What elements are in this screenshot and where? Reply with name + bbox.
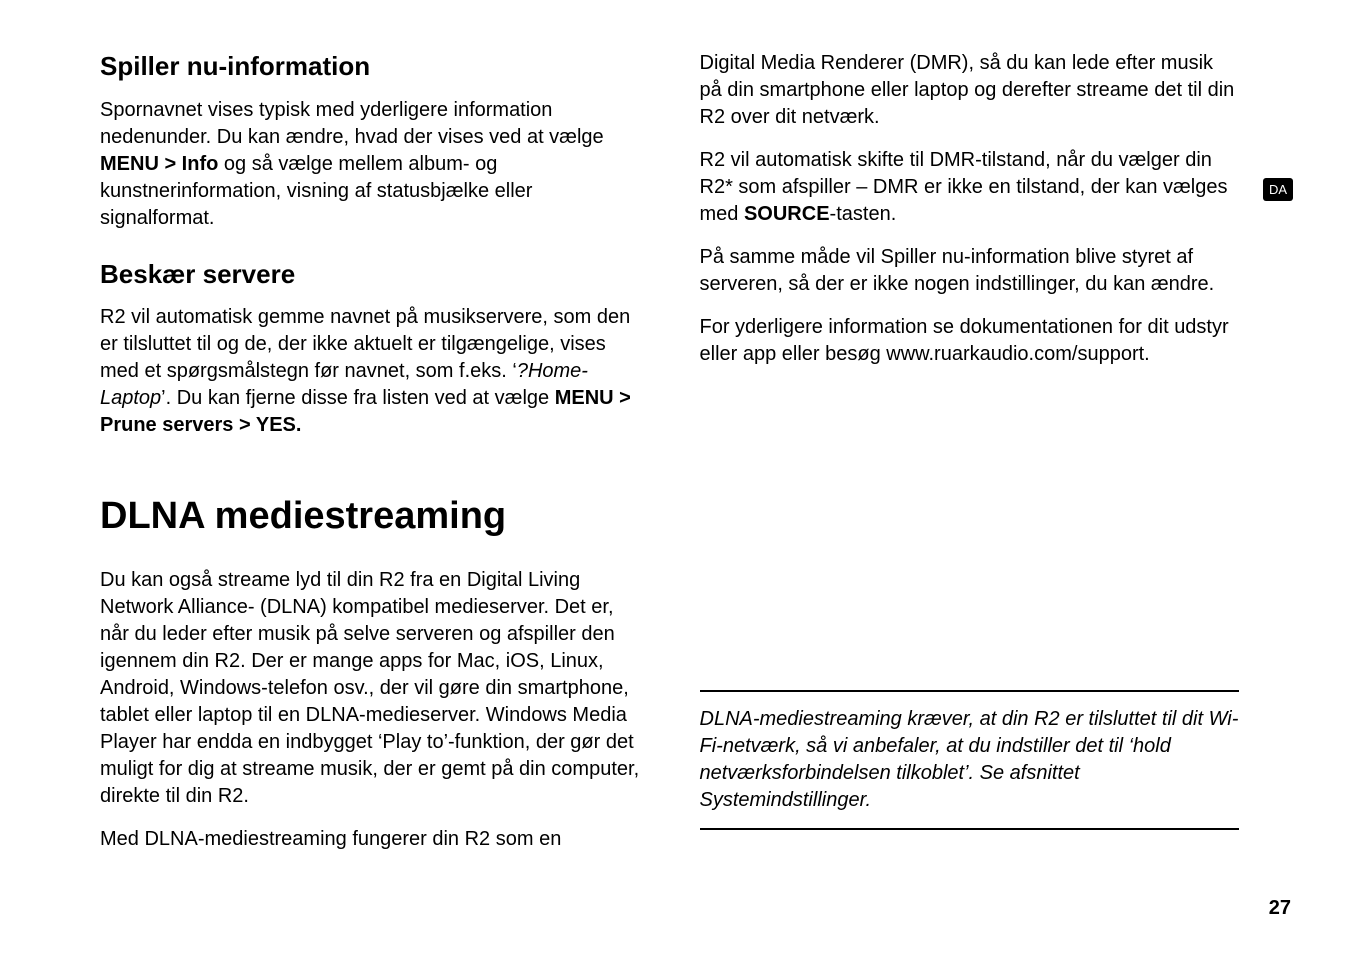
note-box: DLNA-mediestreaming kræver, at din R2 er…: [700, 690, 1240, 830]
heading-spiller-nu: Spiller nu-information: [100, 50, 640, 83]
para-dlna-1: Du kan også streame lyd til din R2 fra e…: [100, 567, 640, 810]
left-column: Spiller nu-information Spornavnet vises …: [100, 50, 640, 869]
para-right-4: For yderligere information se dokumentat…: [700, 314, 1240, 368]
note-text: DLNA-mediestreaming kræver, at din R2 er…: [700, 692, 1240, 828]
heading-dlna: DLNA mediestreaming: [100, 495, 640, 539]
menu-path: MENU > Info: [100, 153, 218, 175]
page-number: 27: [1269, 897, 1291, 920]
para-beskaer-servere: R2 vil automatisk gemme navnet på musiks…: [100, 304, 640, 439]
text: ’. Du kan fjerne disse fra listen ved at…: [161, 387, 555, 409]
text: -tasten.: [830, 203, 897, 225]
para-right-3: På samme måde vil Spiller nu-information…: [700, 244, 1240, 298]
para-right-1: Digital Media Renderer (DMR), så du kan …: [700, 50, 1240, 131]
note-rule-bottom: [700, 828, 1240, 830]
two-column-layout: Spiller nu-information Spornavnet vises …: [100, 50, 1239, 869]
para-dlna-2: Med DLNA-mediestreaming fungerer din R2 …: [100, 826, 640, 853]
heading-beskaer-servere: Beskær servere: [100, 258, 640, 291]
source-key: SOURCE: [744, 203, 830, 225]
right-column: Digital Media Renderer (DMR), så du kan …: [700, 50, 1240, 869]
para-spiller-nu: Spornavnet vises typisk med yderligere i…: [100, 97, 640, 232]
text: Spornavnet vises typisk med yderligere i…: [100, 99, 604, 148]
para-right-2: R2 vil automatisk skifte til DMR-tilstan…: [700, 147, 1240, 228]
manual-page: DA Spiller nu-information Spornavnet vis…: [0, 0, 1349, 954]
language-tab: DA: [1263, 178, 1293, 201]
